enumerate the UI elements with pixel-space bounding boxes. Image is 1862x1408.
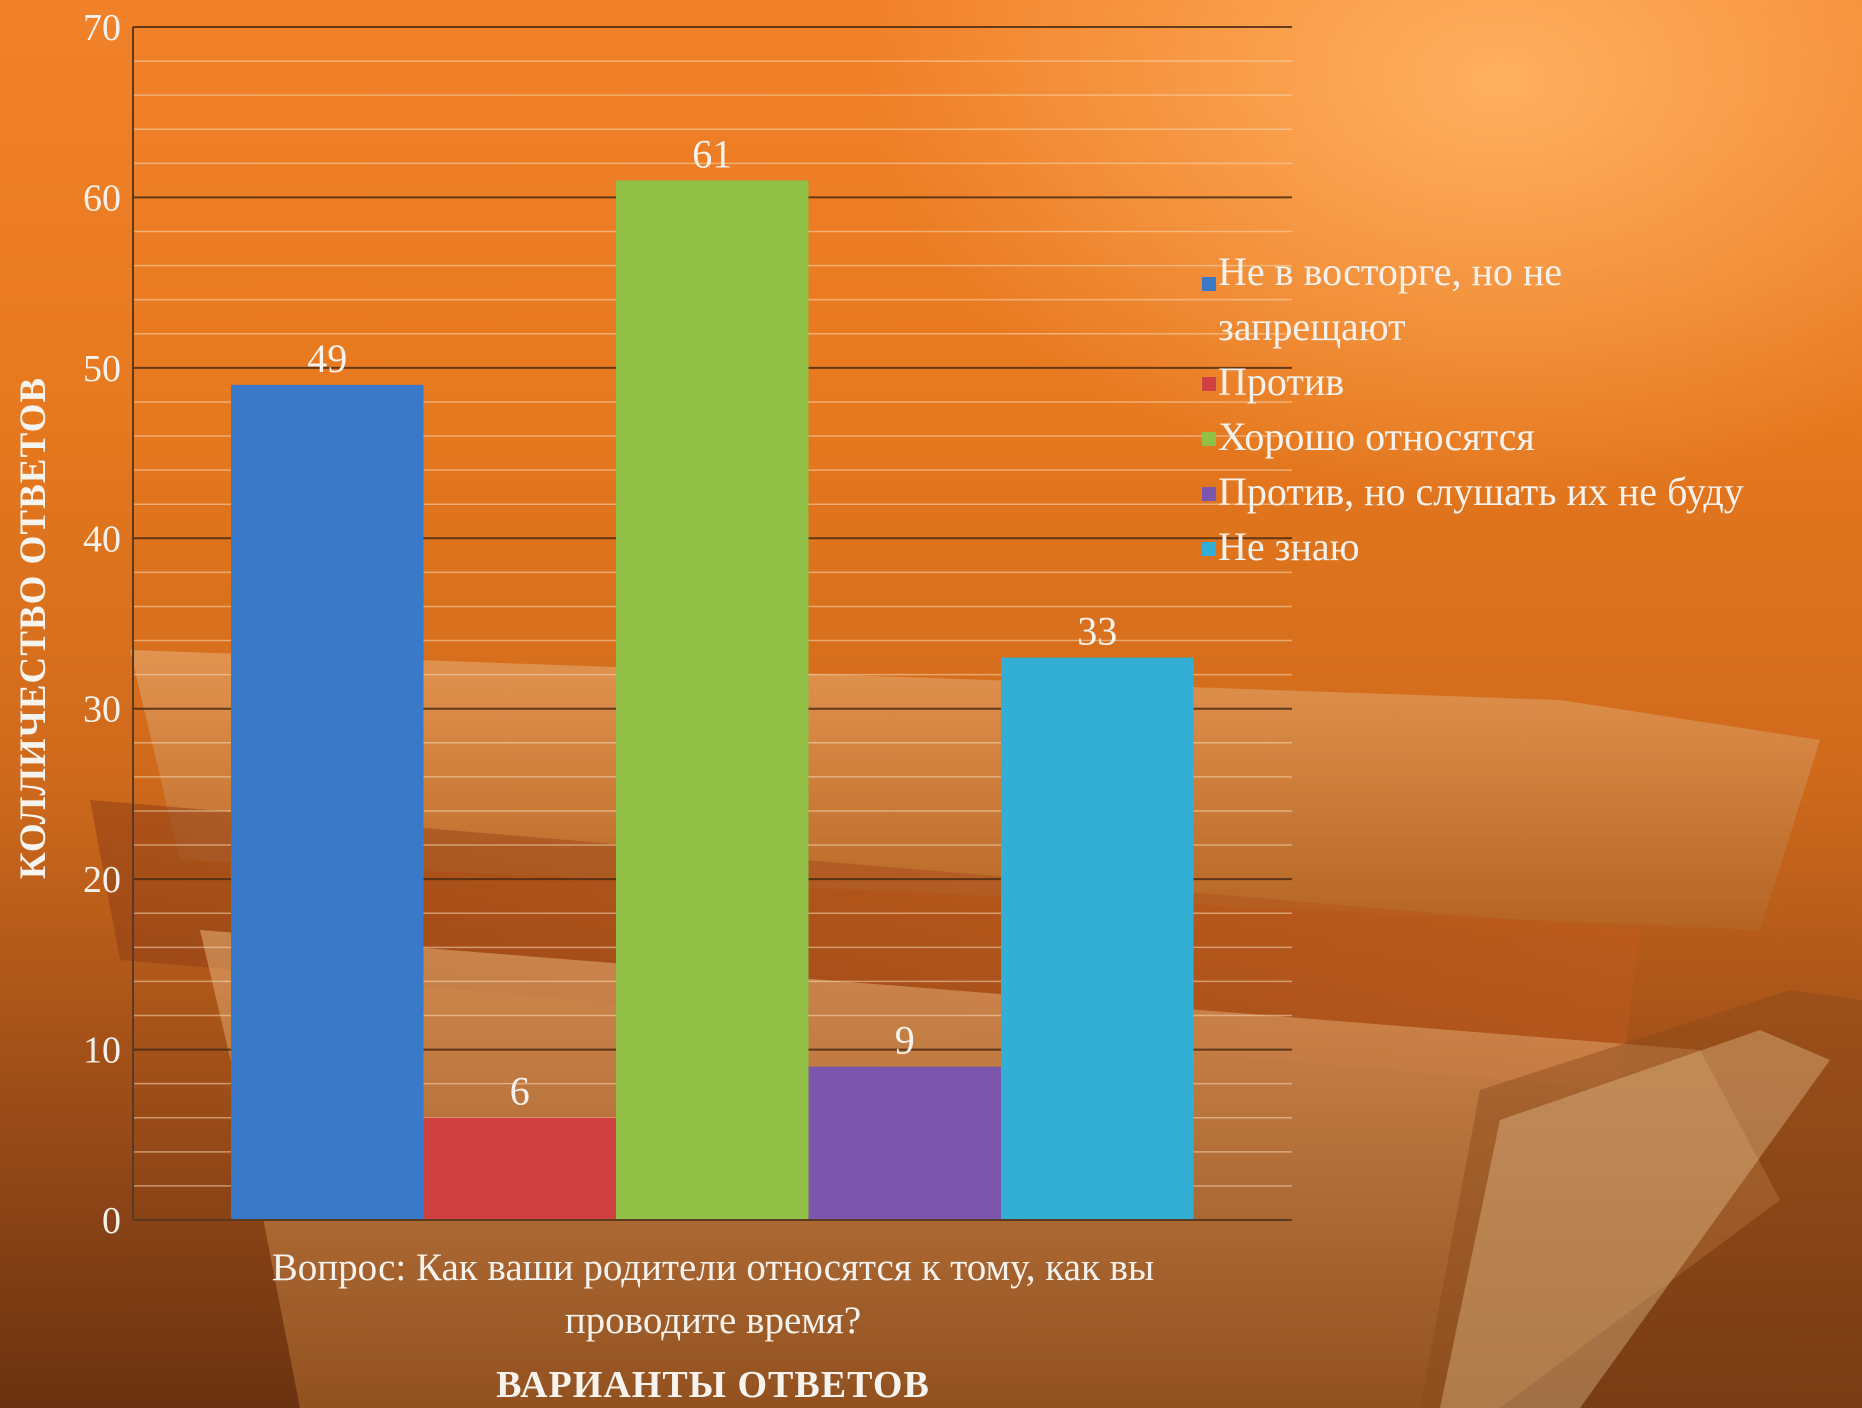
y-tick-label: 10 xyxy=(83,1030,121,1072)
legend-label: Не знаю xyxy=(1218,524,1359,569)
data-labels: 49 6 61 9 33 xyxy=(307,131,1117,1113)
y-axis-ticks: 0 10 20 30 40 50 60 70 xyxy=(83,7,121,1242)
y-axis-title: КОЛЛИЧЕСТВО ОТВЕТОВ xyxy=(13,377,54,879)
legend-marker xyxy=(1202,277,1216,291)
legend: Не в восторге, но не запрещают Против Хорош… xyxy=(1202,249,1744,569)
legend-marker xyxy=(1202,377,1216,391)
legend-marker xyxy=(1202,487,1216,501)
y-tick-label: 70 xyxy=(83,7,121,49)
bar xyxy=(616,180,809,1220)
data-label: 49 xyxy=(307,336,347,381)
caption-line-2: проводите время? xyxy=(565,1299,861,1342)
legend-label: Против, но слушать их не буду xyxy=(1218,469,1744,514)
data-label: 6 xyxy=(510,1069,530,1114)
caption-line-1: Вопрос: Как ваши родители относятся к то… xyxy=(272,1246,1155,1289)
legend-label: Против xyxy=(1218,359,1344,404)
y-tick-label: 20 xyxy=(83,859,121,901)
legend-label: запрещают xyxy=(1218,304,1406,349)
bars xyxy=(231,180,1194,1220)
data-label: 9 xyxy=(895,1018,915,1063)
y-tick-label: 0 xyxy=(102,1200,121,1242)
bar xyxy=(1001,657,1194,1220)
data-label: 33 xyxy=(1077,609,1117,654)
y-tick-label: 50 xyxy=(83,348,121,390)
legend-marker xyxy=(1202,542,1216,556)
x-axis-title: ВАРИАНТЫ ОТВЕТОВ xyxy=(496,1364,930,1406)
data-label: 61 xyxy=(692,131,732,176)
legend-marker xyxy=(1202,432,1216,446)
bar xyxy=(423,1117,616,1220)
y-tick-label: 60 xyxy=(83,177,121,219)
bar xyxy=(808,1066,1001,1220)
y-tick-label: 40 xyxy=(83,518,121,560)
y-tick-label: 30 xyxy=(83,689,121,731)
legend-label: Хорошо относятся xyxy=(1218,414,1535,459)
legend-label: Не в восторге, но не xyxy=(1218,249,1562,294)
bar xyxy=(231,384,424,1220)
